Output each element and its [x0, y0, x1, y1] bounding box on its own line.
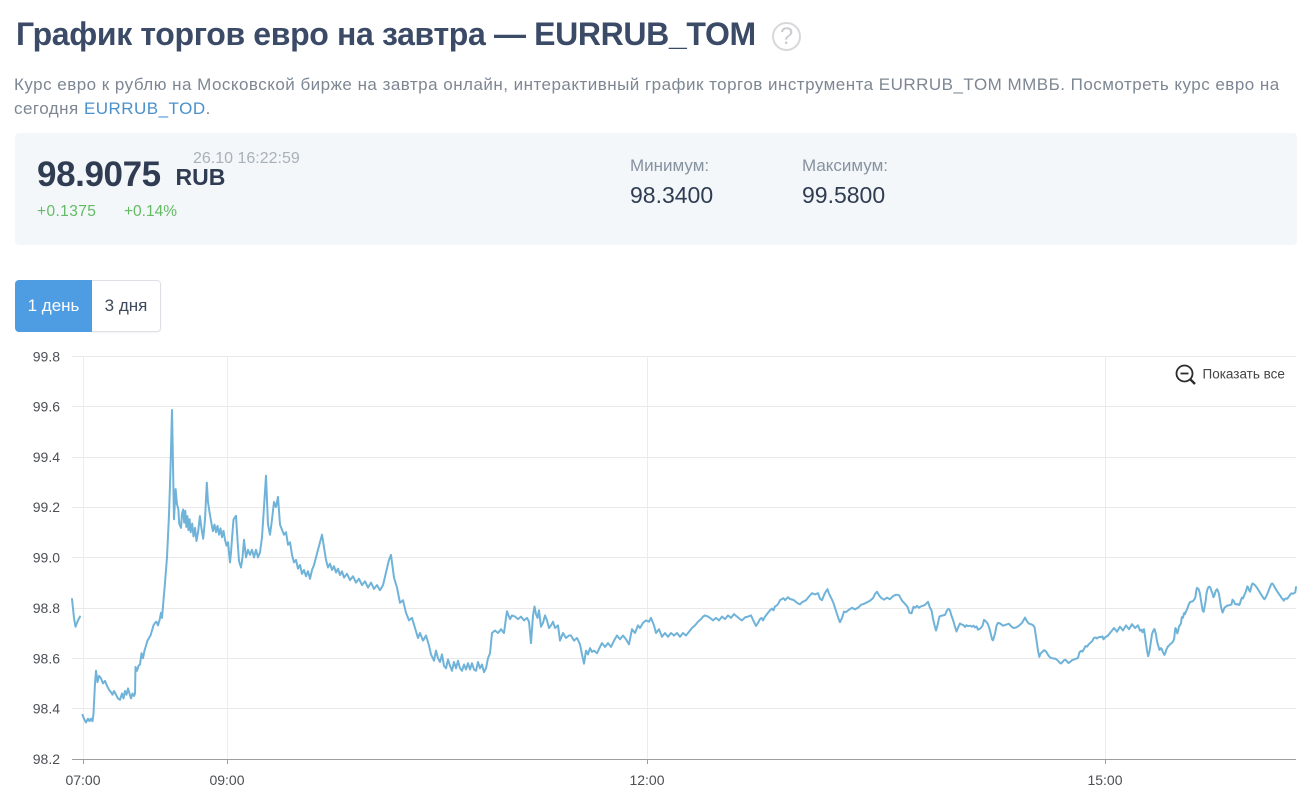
svg-text:Показать все: Показать все: [1203, 366, 1285, 381]
svg-text:99.6: 99.6: [33, 399, 60, 415]
svg-text:98.6: 98.6: [33, 651, 60, 667]
svg-text:12:00: 12:00: [629, 772, 664, 788]
svg-text:09:00: 09:00: [209, 772, 244, 788]
svg-text:98.2: 98.2: [33, 751, 60, 767]
svg-text:99.0: 99.0: [33, 550, 60, 566]
svg-text:99.4: 99.4: [33, 449, 60, 465]
svg-text:07:00: 07:00: [65, 772, 100, 788]
svg-text:99.8: 99.8: [33, 349, 60, 365]
svg-text:15:00: 15:00: [1087, 772, 1122, 788]
svg-text:99.2: 99.2: [33, 499, 60, 515]
svg-text:98.8: 98.8: [33, 600, 60, 616]
svg-text:98.4: 98.4: [33, 701, 60, 717]
